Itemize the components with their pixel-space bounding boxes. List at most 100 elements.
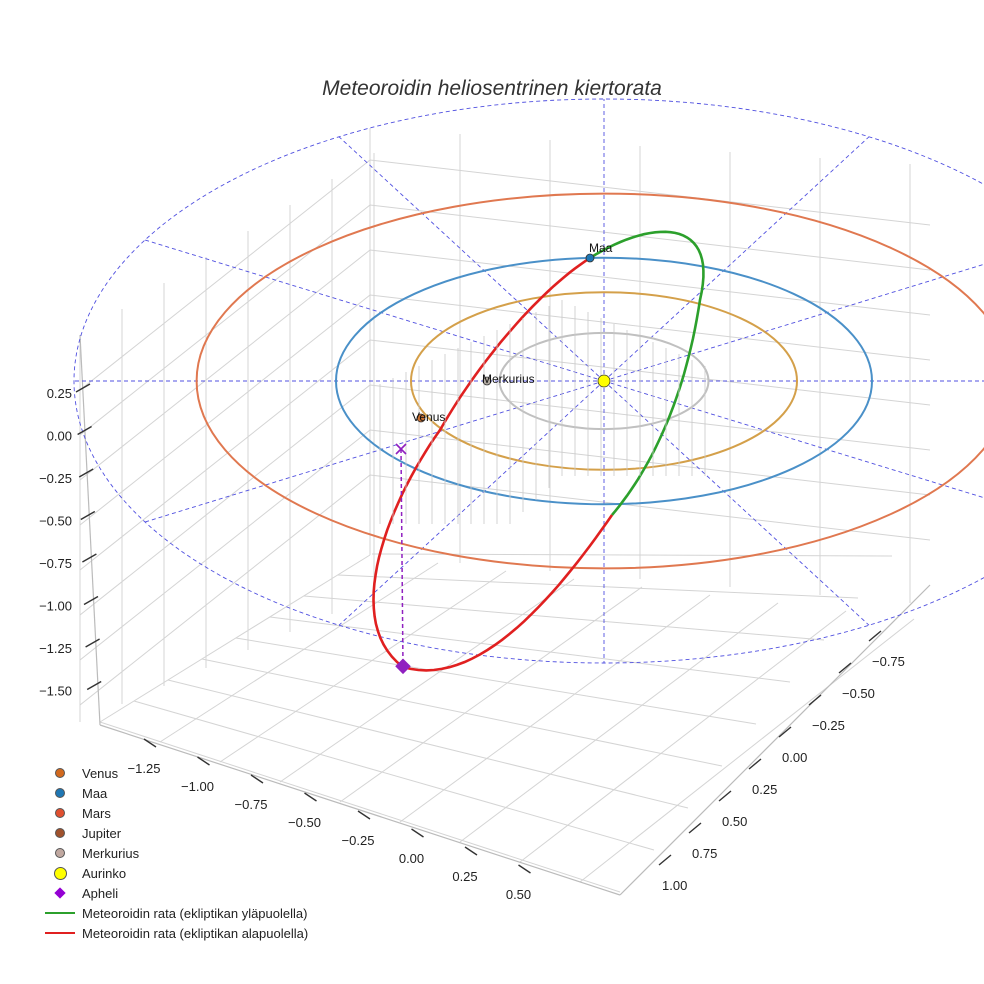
z-tick-label: −0.50	[39, 514, 72, 529]
y-tick-label: 0.00	[782, 750, 807, 765]
orbit-merkurius	[498, 331, 710, 431]
x-tick-label: −0.75	[235, 797, 268, 812]
y-tick-mark	[868, 630, 882, 642]
grid-line	[339, 586, 643, 803]
aphelion-drop	[400, 448, 404, 668]
orbit-venus	[410, 291, 798, 471]
grid-line	[79, 429, 931, 661]
z-tick-label: 0.25	[47, 386, 72, 401]
body-merkurius	[482, 376, 492, 386]
x-tick-label: −1.00	[181, 779, 214, 794]
x-tick-mark	[357, 810, 371, 820]
chart-title: Meteoroidin heliosentrinen kiertorata	[322, 77, 662, 100]
legend-marker	[40, 912, 80, 914]
grid-panes	[79, 128, 931, 896]
legend-label: Venus	[82, 765, 119, 781]
legend-swatch	[55, 788, 65, 798]
meteoroid-trajectory	[372, 230, 706, 675]
grid-line	[235, 637, 757, 725]
grid-line	[337, 574, 859, 599]
z-tick-label: −1.25	[39, 641, 72, 656]
legend-item: Meteoroidin rata (ekliptikan alapuolella…	[40, 923, 308, 943]
z-tick-label: −0.75	[39, 556, 72, 571]
grid-line	[579, 618, 915, 883]
y-tick-label: −0.25	[812, 718, 845, 733]
grid-line	[79, 159, 931, 391]
legend-label: Merkurius	[82, 845, 140, 861]
legend-label: Mars	[82, 805, 111, 821]
z-tick-mark	[75, 383, 91, 393]
x-tick-label: 0.25	[452, 869, 477, 884]
body-maa	[585, 253, 595, 263]
x-tick-mark	[143, 738, 157, 748]
grid-line	[167, 679, 689, 809]
legend-swatch	[45, 912, 75, 914]
y-tick-label: 1.00	[662, 878, 687, 893]
body-aurinko	[597, 374, 611, 388]
legend-swatch	[55, 768, 65, 778]
legend-marker	[40, 932, 80, 934]
y-tick-mark	[718, 790, 732, 802]
legend-item: Maa	[40, 783, 308, 803]
y-tick-mark	[688, 822, 702, 834]
y-axis-line	[619, 584, 931, 896]
ecliptic-radial	[603, 380, 984, 499]
legend-item: Venus	[40, 763, 308, 783]
x-tick-mark	[464, 846, 478, 856]
grid-line	[269, 616, 791, 683]
legend-marker	[40, 866, 80, 880]
body-label-venus: Venus	[412, 410, 445, 424]
grid-line	[79, 474, 931, 706]
grid-line	[219, 570, 507, 763]
y-tick-label: −0.50	[842, 686, 875, 701]
legend-swatch	[45, 932, 75, 934]
legend-marker	[40, 828, 80, 838]
z-tick-mark	[82, 553, 97, 563]
grid-line	[99, 721, 621, 893]
x-tick-mark	[304, 792, 317, 802]
legend-label: Jupiter	[82, 825, 122, 841]
legend-marker	[40, 768, 80, 778]
grid-line	[99, 554, 371, 723]
legend-marker	[40, 788, 80, 798]
grid-line	[79, 294, 931, 526]
grid-line	[79, 204, 931, 436]
x-tick-mark	[518, 864, 531, 874]
trajectory-above	[589, 230, 705, 516]
y-tick-mark	[748, 758, 762, 770]
grid-line	[399, 594, 711, 823]
legend-item: Jupiter	[40, 823, 308, 843]
grid-line	[79, 249, 931, 481]
x-tick-mark	[197, 756, 210, 766]
z-tick-label: −0.25	[39, 471, 72, 486]
grid-line	[279, 578, 575, 783]
body-label-merkurius: Merkurius	[482, 372, 535, 386]
legend-swatch	[55, 848, 65, 858]
legend-label: Meteoroidin rata (ekliptikan yläpuolella…	[82, 905, 308, 921]
trajectory-below	[372, 256, 614, 672]
x-tick-label: −0.50	[288, 815, 321, 830]
axis-ticks: −1.25 −1.00 −0.75 −0.50 −0.25 0.00 0.25 0.50 −0.…	[39, 383, 905, 902]
legend-item: Mars	[40, 803, 308, 823]
ecliptic-radial	[144, 380, 605, 523]
grid-line	[201, 658, 723, 767]
x-axis-line	[99, 724, 621, 896]
z-tick-label: 0.00	[47, 429, 72, 444]
y-tick-label: 0.25	[752, 782, 777, 797]
x-tick-mark	[250, 774, 264, 784]
legend: Venus Maa Mars Jupiter Merkurius Aurinko Aphel…	[40, 763, 308, 943]
legend-label: Apheli	[82, 885, 119, 901]
z-tick-label: −1.50	[39, 684, 72, 699]
y-tick-mark	[658, 854, 672, 866]
z-tick-mark	[77, 425, 92, 436]
grid-line	[519, 610, 847, 863]
y-tick-label: −0.75	[872, 654, 905, 669]
orbit-mars	[195, 192, 984, 570]
grid-line	[459, 602, 779, 843]
z-axis-line	[79, 334, 101, 726]
y-tick-label: 0.75	[692, 846, 717, 861]
y-tick-mark	[838, 662, 852, 674]
x-tick-label: 0.50	[506, 887, 531, 902]
z-tick-label: −1.00	[39, 599, 72, 614]
